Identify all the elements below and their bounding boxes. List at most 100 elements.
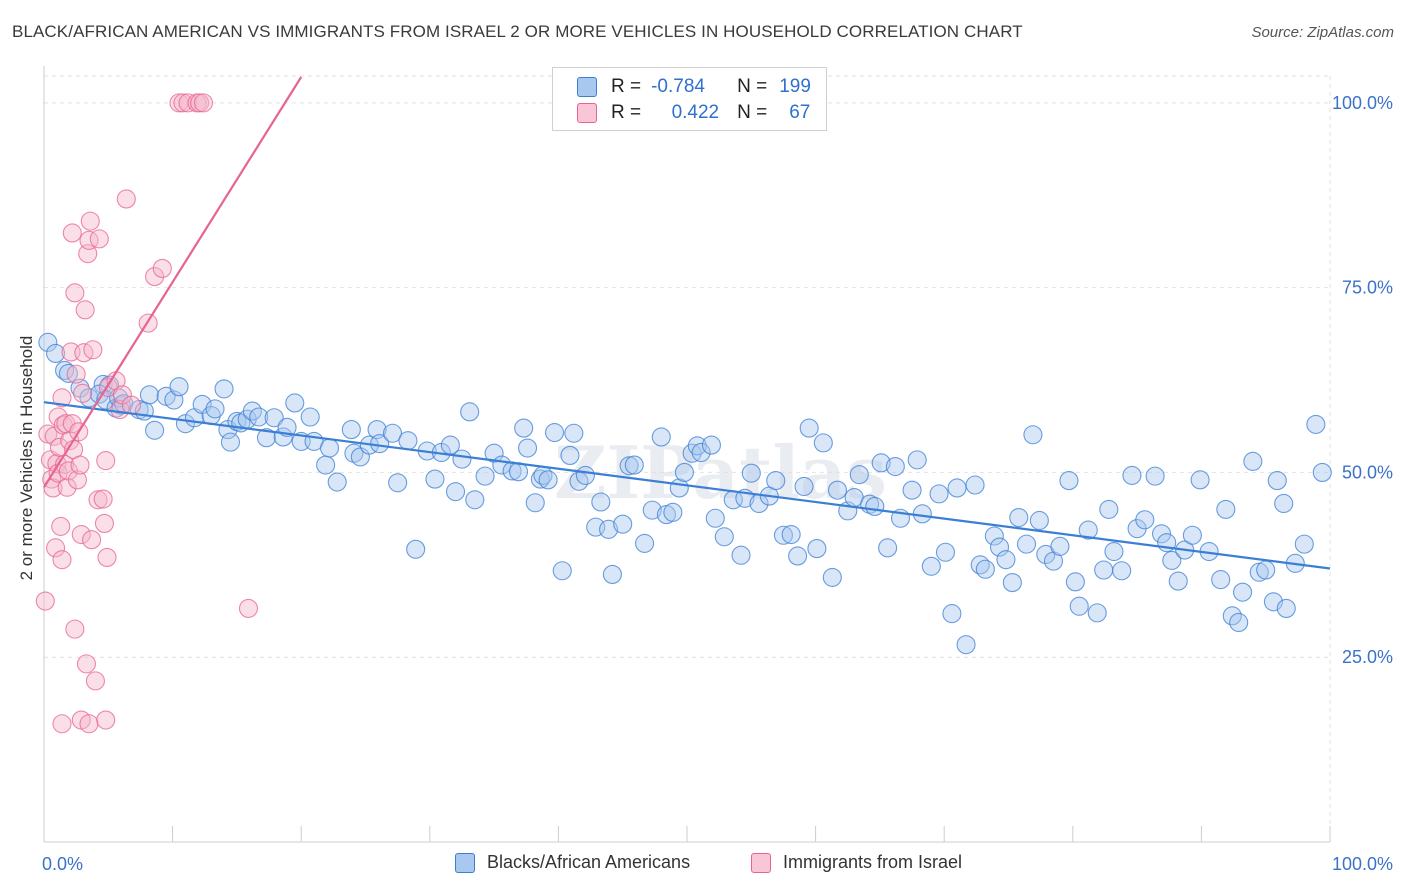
blue-point — [705, 508, 725, 528]
pink-point — [52, 550, 72, 570]
pink-point — [67, 470, 87, 490]
series-label-blue: Blacks/African Americans — [487, 852, 691, 872]
blue-point — [344, 443, 364, 463]
blue-point — [635, 533, 655, 553]
blue-point — [865, 496, 885, 516]
blue-point — [975, 559, 995, 579]
blue-point — [249, 407, 269, 427]
pink-point — [116, 189, 136, 209]
blue-point — [38, 332, 58, 352]
pink-point — [35, 591, 55, 611]
blue-point — [1229, 612, 1249, 633]
blue-point — [1256, 560, 1276, 580]
blue-point — [794, 476, 814, 497]
pink-point — [152, 258, 172, 278]
blue-point — [1267, 471, 1287, 491]
blue-point — [1065, 572, 1085, 592]
blue-point — [902, 480, 922, 500]
legend-r-label: R = — [611, 102, 642, 123]
pink-point — [89, 229, 109, 249]
legend-n-label: N = — [737, 76, 768, 97]
blue-point — [651, 427, 671, 447]
blue-point — [1274, 493, 1294, 514]
correlation-legend: R = -0.784 N = 199 R = 0.422 N = 67 — [552, 67, 827, 131]
pink-point — [238, 598, 259, 618]
blue-point — [1190, 470, 1210, 490]
blue-point — [942, 604, 962, 624]
blue-point — [871, 453, 891, 473]
blue-point — [1211, 570, 1231, 590]
pink-point — [51, 516, 71, 536]
blue-point — [1306, 414, 1326, 434]
pink-point — [52, 388, 72, 408]
blue-point — [398, 431, 418, 451]
blue-trend-line — [43, 401, 1331, 570]
legend-n-label: N = — [737, 102, 768, 123]
blue-point — [517, 438, 538, 458]
y-tick-label: 75.0% — [1342, 278, 1393, 298]
blue-point — [929, 484, 949, 504]
legend-swatch-blue — [577, 77, 597, 97]
blue-point — [139, 385, 160, 405]
pink-point — [79, 230, 99, 250]
series-swatch-blue — [455, 852, 475, 873]
blue-point — [525, 493, 545, 513]
legend-row-pink: R = 0.422 N = 67 — [577, 101, 810, 125]
y-tick-label: 50.0% — [1342, 462, 1393, 482]
blue-point — [956, 635, 976, 655]
blue-point — [907, 450, 927, 470]
blue-point — [1099, 499, 1119, 519]
y-tick-label: 25.0% — [1342, 647, 1393, 667]
pink-point — [57, 477, 77, 497]
blue-point — [741, 463, 761, 483]
pink-point — [65, 619, 85, 639]
blue-point — [996, 550, 1016, 570]
blue-point — [1168, 571, 1188, 591]
series-swatch-pink — [751, 852, 771, 873]
blue-point — [1023, 425, 1043, 445]
blue-point — [475, 466, 495, 486]
pink-point — [97, 547, 117, 567]
blue-point — [552, 561, 572, 581]
blue-point — [878, 538, 898, 558]
blue-point — [1009, 507, 1029, 528]
pink-point — [70, 455, 90, 475]
legend-row-blue: R = -0.784 N = 199 — [577, 75, 811, 99]
blue-point — [714, 527, 734, 547]
blue-point — [367, 420, 387, 440]
blue-point — [264, 408, 284, 428]
blue-point — [781, 524, 801, 545]
blue-point — [773, 525, 794, 545]
blue-point — [1112, 561, 1132, 581]
pink-point — [110, 400, 130, 420]
blue-point — [1233, 582, 1253, 602]
series-legend-pink: Immigrants from Israel — [751, 852, 962, 873]
blue-point — [599, 519, 619, 539]
pink-point — [65, 283, 85, 303]
blue-point — [1016, 534, 1037, 554]
blue-point — [1087, 603, 1107, 623]
blue-point — [1151, 524, 1172, 544]
blue-point — [989, 537, 1010, 557]
blue-point — [341, 420, 361, 440]
blue-point — [591, 492, 611, 512]
blue-point — [277, 417, 297, 437]
blue-point — [766, 471, 786, 491]
blue-point — [1002, 573, 1022, 593]
blue-point — [530, 469, 550, 489]
pink-point — [73, 383, 93, 403]
blue-point — [624, 455, 644, 475]
pink-point — [79, 714, 99, 734]
blue-point — [1094, 560, 1114, 580]
blue-point — [912, 504, 932, 524]
blue-point — [965, 475, 985, 495]
blue-point — [885, 456, 905, 477]
blue-point — [619, 456, 639, 476]
blue-point — [642, 500, 662, 520]
blue-point — [300, 407, 320, 427]
blue-point — [701, 435, 721, 455]
pink-point — [145, 267, 165, 287]
legend-n-value: 199 — [779, 76, 811, 97]
blue-point — [1182, 525, 1202, 545]
